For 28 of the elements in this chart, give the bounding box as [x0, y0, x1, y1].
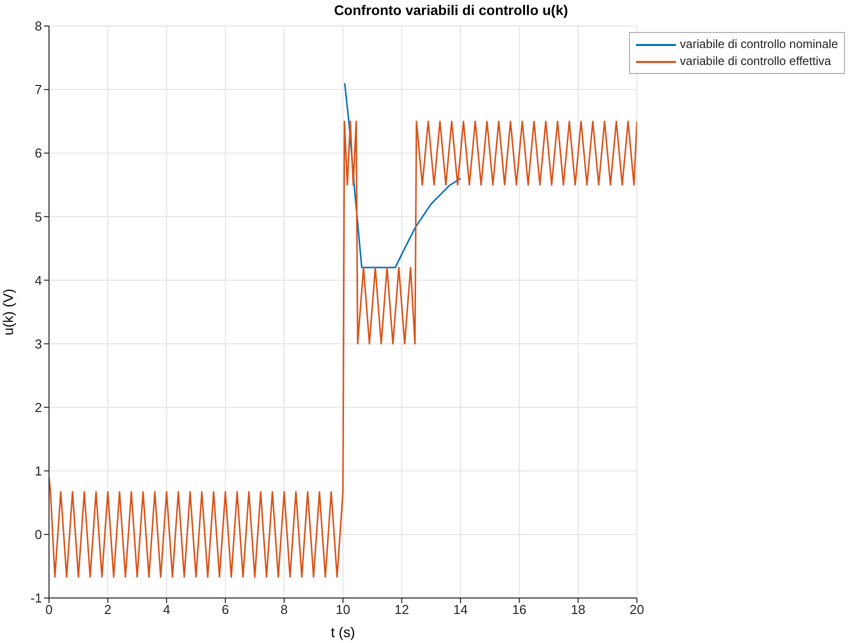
line-series: [344, 82, 462, 268]
legend-label: variabile di controllo nominale: [680, 36, 838, 53]
x-tick-label: 18: [570, 602, 586, 618]
x-tick-label: 0: [45, 602, 53, 618]
legend-label: variabile di controllo effettiva: [680, 53, 832, 70]
chart-title: Confronto variabili di controllo u(k): [332, 2, 570, 18]
y-tick-label: 8: [34, 18, 42, 34]
x-tick-label: 10: [336, 602, 350, 618]
x-tick-label: 8: [280, 602, 288, 618]
y-tick-label: 6: [34, 146, 42, 161]
x-tick-label: 14: [453, 602, 468, 618]
y-tick-label: 3: [34, 336, 42, 352]
x-tick-label: 4: [162, 602, 170, 618]
y-tick-label: 5: [34, 209, 42, 224]
x-tick-label: 6: [222, 602, 229, 618]
x-tick-label: 2: [104, 602, 112, 618]
y-tick-label: 4: [34, 272, 42, 288]
y-tick-label: -1: [30, 590, 42, 606]
y-tick-label: 7: [34, 82, 42, 98]
y-tick-label: 1: [34, 464, 42, 479]
x-tick-label: 20: [630, 602, 644, 618]
line-series: [49, 120, 637, 578]
x-tick-label: 16: [512, 602, 527, 618]
y-axis-title: u(k) (V): [0, 288, 16, 336]
y-tick-label: 2: [34, 400, 42, 415]
x-axis-title: t (s): [330, 624, 356, 640]
x-tick-label: 12: [394, 602, 409, 618]
y-tick-label: 0: [34, 527, 42, 542]
